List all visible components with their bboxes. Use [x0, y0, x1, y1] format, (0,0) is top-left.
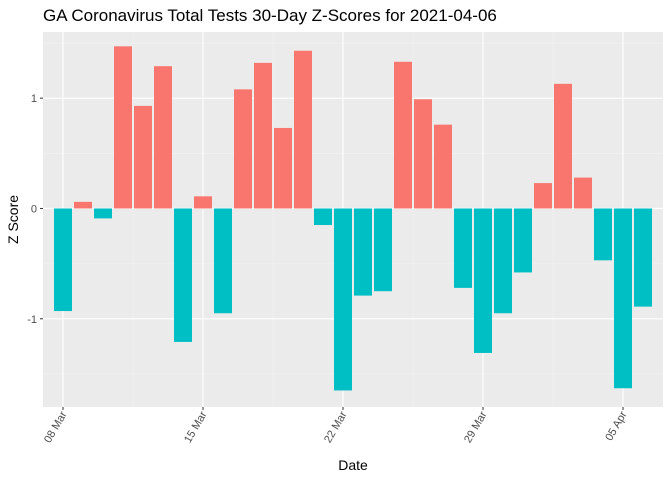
bar [154, 66, 172, 209]
bar [494, 208, 512, 314]
x-axis-label: Date [338, 457, 368, 473]
bar [554, 83, 572, 209]
bar [274, 127, 292, 209]
bar [94, 208, 112, 219]
chart-title: GA Coronavirus Total Tests 30-Day Z-Scor… [43, 6, 497, 25]
y-tick-label: 1 [31, 93, 37, 105]
bar [394, 61, 412, 209]
bar [514, 208, 532, 273]
bar [594, 208, 612, 261]
bar [634, 208, 652, 307]
bar [354, 208, 372, 296]
bar [414, 99, 432, 209]
bar [234, 89, 252, 209]
y-tick-label: 0 [31, 203, 37, 215]
bar [54, 208, 72, 312]
bar [314, 208, 332, 226]
bar [534, 183, 552, 209]
x-tick-label: 05 Apr [603, 409, 629, 443]
bar [74, 201, 92, 209]
bar [114, 46, 132, 209]
x-tick-label: 15 Mar [182, 409, 210, 445]
x-tick-label: 22 Mar [322, 409, 350, 445]
bar [374, 208, 392, 292]
y-tick-label: -1 [27, 314, 37, 326]
bar [214, 208, 232, 314]
bar [614, 208, 632, 389]
bar [174, 208, 192, 342]
bars-layer [54, 46, 652, 391]
bar [474, 208, 492, 353]
x-tick-label: 29 Mar [462, 409, 490, 445]
bar [454, 208, 472, 288]
y-axis-label: Z Score [5, 195, 21, 244]
bar [434, 124, 452, 209]
bar [194, 196, 212, 209]
x-tick-label: 08 Mar [42, 409, 70, 445]
bar [294, 50, 312, 209]
bar [574, 177, 592, 209]
bar [254, 62, 272, 209]
bar [134, 105, 152, 209]
bar [334, 208, 352, 391]
